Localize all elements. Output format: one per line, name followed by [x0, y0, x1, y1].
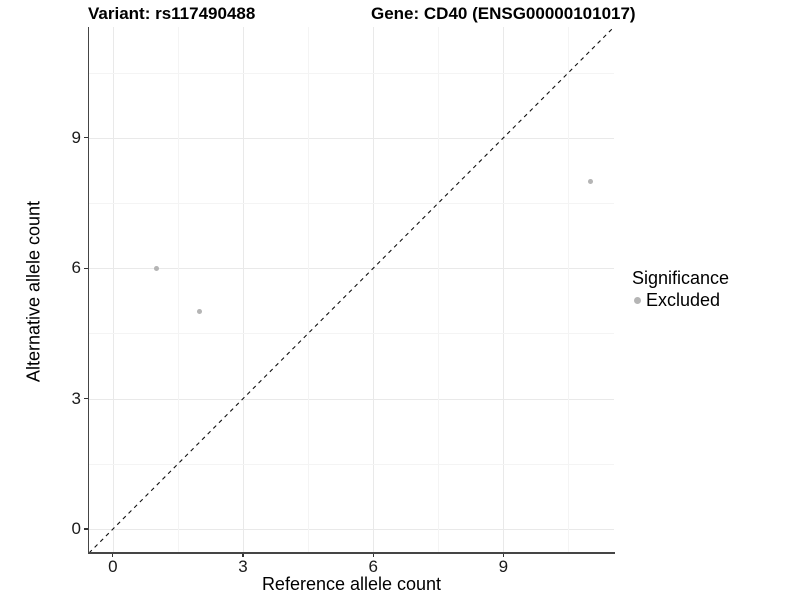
legend-item-label: Excluded [646, 290, 721, 310]
y-axis-line [87, 27, 89, 554]
gridline-x-major [373, 27, 375, 553]
data-point [587, 178, 593, 184]
y-tick-label: 6 [71, 258, 81, 278]
data-point [197, 309, 203, 315]
x-tick-mark [242, 553, 244, 558]
data-point [153, 265, 159, 271]
gridline-y-major [89, 398, 614, 400]
gridline-x-minor [568, 27, 570, 553]
gridline-y-minor [89, 203, 614, 205]
x-tick-mark [112, 553, 114, 558]
y-tick-mark [84, 398, 88, 400]
gridline-y-minor [89, 72, 614, 74]
gridline-x-minor [177, 27, 179, 553]
gridline-x-minor [308, 27, 310, 553]
x-tick-label: 3 [238, 557, 248, 576]
identity-dashed-line [88, 26, 615, 554]
y-tick-label: 3 [71, 388, 81, 408]
plot-panel [88, 26, 615, 554]
x-tick-mark [502, 553, 504, 558]
legend-title: Significance [632, 268, 730, 288]
y-tick-mark [84, 137, 88, 139]
x-tick-label: 0 [108, 557, 118, 576]
x-tick-mark [372, 553, 374, 558]
y-tick-mark [84, 267, 88, 269]
plot-title-gene: Gene: CD40 (ENSG00000101017) [371, 4, 636, 23]
x-tick-label: 6 [368, 557, 378, 576]
legend-point-swatch-icon [634, 296, 641, 304]
gridline-y-minor [89, 463, 614, 465]
gridline-x-major [243, 27, 245, 553]
y-tick-label: 0 [71, 519, 81, 539]
identity-line-layer [88, 26, 615, 554]
x-axis-line [87, 552, 615, 554]
plot-title-variant: Variant: rs117490488 [88, 4, 256, 23]
gridline-x-minor [438, 27, 440, 553]
gridline-y-major [89, 137, 614, 139]
y-axis-title: Alternative allele count [23, 200, 44, 383]
y-tick-mark [84, 528, 88, 530]
gridline-x-major [112, 27, 114, 553]
y-tick-label: 9 [71, 127, 81, 147]
gridline-x-major [503, 27, 505, 553]
x-tick-label: 9 [498, 557, 509, 576]
gridline-y-major [89, 268, 614, 270]
legend: Significance Excluded [632, 267, 729, 310]
x-axis-title: Reference allele count [261, 574, 442, 594]
gridline-y-minor [89, 333, 614, 335]
legend-item-excluded: Excluded [632, 290, 729, 310]
gridline-y-major [89, 529, 614, 531]
